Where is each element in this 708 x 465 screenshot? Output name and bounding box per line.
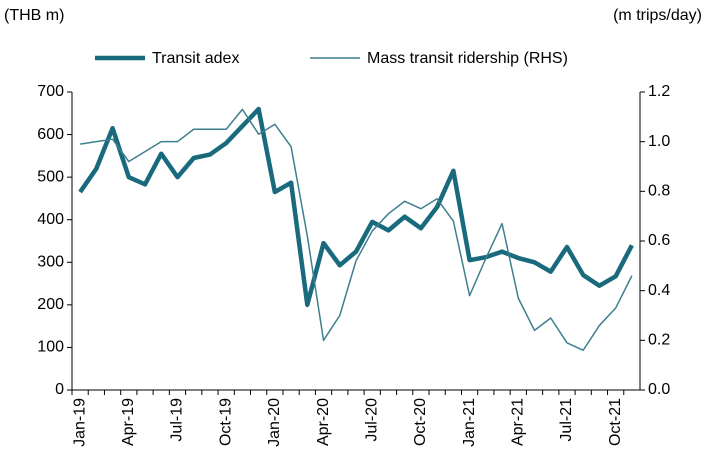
y-tick-label: 0 bbox=[55, 381, 64, 398]
y-tick-label: 700 bbox=[37, 83, 64, 100]
x-tick-label: Jan-20 bbox=[266, 398, 283, 447]
y2-tick-label: 1.2 bbox=[648, 83, 670, 100]
x-tick-label: Jul-20 bbox=[363, 398, 380, 442]
y-tick-label: 200 bbox=[37, 296, 64, 313]
x-tick-label: Jul-19 bbox=[169, 398, 186, 442]
y-tick-label: 100 bbox=[37, 339, 64, 356]
y2-tick-label: 0.8 bbox=[648, 183, 670, 200]
y-tick-label: 600 bbox=[37, 126, 64, 143]
series-line bbox=[80, 108, 633, 352]
y2-tick-label: 0.4 bbox=[648, 282, 670, 299]
x-tick-label: Apr-20 bbox=[315, 398, 332, 446]
y2-tick-label: 0.2 bbox=[648, 332, 670, 349]
legend-label: Mass transit ridership (RHS) bbox=[367, 50, 568, 67]
y2-axis-label: (m trips/day) bbox=[613, 7, 702, 24]
y-tick-label: 400 bbox=[37, 211, 64, 228]
x-tick-label: Jan-21 bbox=[461, 398, 478, 447]
x-tick-label: Jul-21 bbox=[558, 398, 575, 442]
y-tick-label: 300 bbox=[37, 254, 64, 271]
x-tick-label: Jan-19 bbox=[71, 398, 88, 447]
y-tick-label: 500 bbox=[37, 168, 64, 185]
series-line bbox=[78, 106, 634, 308]
y2-tick-label: 1.0 bbox=[648, 133, 670, 150]
y2-tick-label: 0.0 bbox=[648, 381, 670, 398]
x-tick-label: Apr-19 bbox=[120, 398, 137, 446]
y2-tick-label: 0.6 bbox=[648, 232, 670, 249]
x-tick-label: Oct-20 bbox=[412, 398, 429, 446]
y-axis-label: (THB m) bbox=[4, 7, 64, 24]
x-tick-label: Apr-21 bbox=[510, 398, 527, 446]
x-tick-label: Oct-21 bbox=[607, 398, 624, 446]
x-tick-label: Oct-19 bbox=[217, 398, 234, 446]
legend-label: Transit adex bbox=[152, 50, 239, 67]
